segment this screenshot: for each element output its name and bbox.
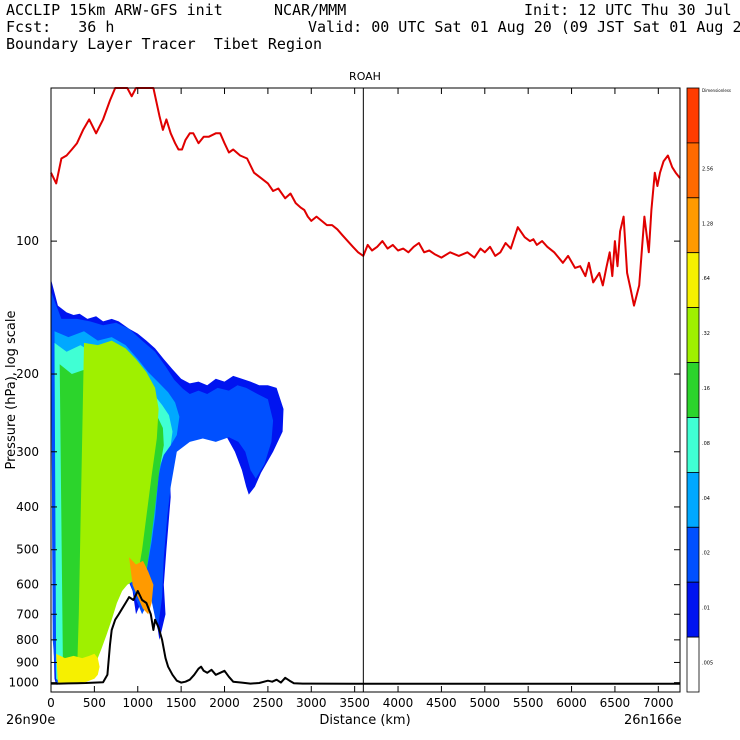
x-tick-label: 3500 [339,696,370,710]
colorbar-swatch [686,636,700,693]
colorbar-label: Dimensionless [702,88,731,93]
y-tick-label: 100 [16,234,39,248]
x-tick-label: 5000 [470,696,501,710]
colorbar-swatch [686,197,700,254]
y-tick-label: 300 [16,445,39,459]
x-tick-label: 2500 [253,696,284,710]
colorbar-label: .16 [702,386,710,392]
y-tick-label: 400 [16,500,39,514]
x-tick-label: 1000 [122,696,153,710]
colorbar-swatch [686,252,700,308]
y-axis: 100 200 300 400 500 600 700 800 900 1000 [8,234,680,690]
colorbar-swatch [686,526,700,583]
colorbar-label: .005 [702,661,713,667]
chart-title: ROAH [349,70,381,83]
colorbar-swatch [686,581,700,638]
x-tick-label: 7000 [643,696,674,710]
colorbar-swatch [686,417,700,473]
terrain-line [51,590,680,685]
tracer-region-.32 [77,340,159,681]
plot-frame [50,87,681,693]
colorbar-label: .04 [702,496,710,502]
x-tick-label: 4500 [426,696,457,710]
colorbar-label: .32 [702,331,710,337]
y-axis-label: Pressure (hPa), log scale [4,311,19,470]
colorbar-label: .02 [702,551,710,557]
header-model: ACCLIP 15km ARW-GFS init [6,1,223,19]
colorbar-swatch [686,307,700,363]
x-tick-label: 3000 [296,696,327,710]
y-tick-label: 500 [16,543,39,557]
y-tick-label: 1000 [8,676,39,690]
colorbar: Dimensionless 2.56 1.28 .64 .32 .16 .08 .04 .02.… [686,87,731,693]
x-tick-label: 5500 [513,696,544,710]
colorbar-label: .08 [702,441,710,447]
header-product: Boundary Layer Tracer Tibet Region [6,35,323,53]
y-tick-label: 700 [16,607,39,621]
x-tick-label: 1500 [166,696,197,710]
y-tick-label: 800 [16,633,39,647]
x-tick-label: 2000 [209,696,240,710]
tropopause-line [50,87,681,307]
colorbar-swatch [686,362,700,418]
header-org: NCAR/MMM [274,1,347,19]
x-end-label: 26n166e [624,713,682,728]
colorbar-swatch [686,142,700,199]
y-tick-label: 900 [16,655,39,669]
tracer-region-1.28 [129,557,154,615]
x-start-label: 26n90e [6,713,55,728]
x-tick-label: 500 [83,696,106,710]
colorbar-swatch [686,471,700,528]
x-tick-label: 0 [47,696,55,710]
y-tick-label: 200 [16,367,39,381]
x-tick-label: 4000 [383,696,414,710]
header-valid: Valid: 00 UTC Sat 01 Aug 20 (09 JST Sat … [308,18,740,36]
x-tick-label: 6000 [556,696,587,710]
colorbar-label: 1.28 [702,221,713,227]
colorbar-label: .01 [702,606,710,612]
tracer-region-.64 [56,653,100,684]
y-tick-label: 600 [16,578,39,592]
colorbar-label: 2.56 [702,166,713,172]
colorbar-swatch [686,87,700,144]
x-axis-label: Distance (km) [319,713,410,728]
colorbar-label: .64 [702,276,710,282]
x-axis: 0 500 1000 1500 2000 2500 3000 3500 4000 4500 5000… [47,88,674,710]
header-init: Init: 12 UTC Thu 30 Jul 20 [524,1,740,19]
header-fcst: Fcst: 36 h [6,18,115,36]
x-tick-label: 6500 [600,696,631,710]
tracer-regions [51,279,284,685]
profile-lines [50,87,681,692]
